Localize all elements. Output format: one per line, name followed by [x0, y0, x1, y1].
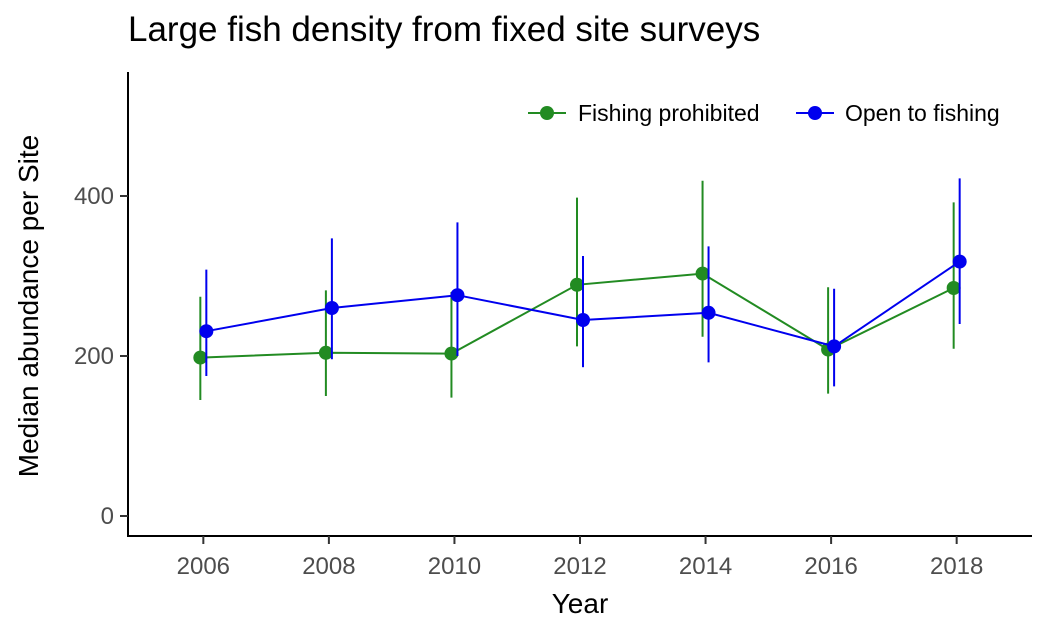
- chart-title: Large fish density from fixed site surve…: [128, 10, 761, 49]
- x-tick-label: 2012: [553, 553, 606, 580]
- data-point: [695, 266, 710, 281]
- data-point: [827, 339, 842, 354]
- x-tick-label: 2008: [302, 553, 355, 580]
- x-tick-label: 2016: [804, 553, 857, 580]
- y-axis-ticks: 0 200 400: [74, 183, 128, 530]
- data-point: [444, 346, 459, 361]
- legend-item: Fishing prohibited: [528, 100, 760, 126]
- x-axis-title: Year: [552, 588, 609, 619]
- x-axis-ticks: 2006 2008 2010 2012 2014 2016 2018: [177, 536, 983, 580]
- data-point: [952, 254, 967, 269]
- data-point: [701, 305, 716, 320]
- y-tick-label: 200: [74, 343, 114, 370]
- series-fishing-prohibited: [193, 180, 961, 400]
- legend-label: Fishing prohibited: [578, 100, 760, 126]
- x-tick-label: 2010: [428, 553, 481, 580]
- y-tick-label: 0: [101, 503, 114, 530]
- x-tick-label: 2018: [930, 553, 983, 580]
- legend: Fishing prohibited Open to fishing: [528, 100, 1000, 126]
- data-point: [199, 324, 214, 339]
- legend-marker: [540, 106, 554, 120]
- data-point: [946, 281, 961, 295]
- legend-marker: [808, 106, 822, 120]
- x-tick-label: 2006: [177, 553, 230, 580]
- legend-item: Open to fishing: [796, 100, 1000, 126]
- data-point: [318, 345, 333, 360]
- data-point: [193, 350, 208, 365]
- y-axis-title: Median abundance per Site: [13, 135, 44, 477]
- series-layer: [193, 178, 967, 400]
- y-tick-label: 400: [74, 183, 114, 210]
- data-point: [324, 301, 339, 315]
- data-point: [576, 313, 590, 327]
- x-tick-label: 2014: [679, 553, 732, 580]
- data-point: [570, 277, 584, 292]
- data-point: [450, 288, 465, 303]
- series-open-to-fishing: [199, 178, 967, 387]
- legend-label: Open to fishing: [845, 100, 1000, 126]
